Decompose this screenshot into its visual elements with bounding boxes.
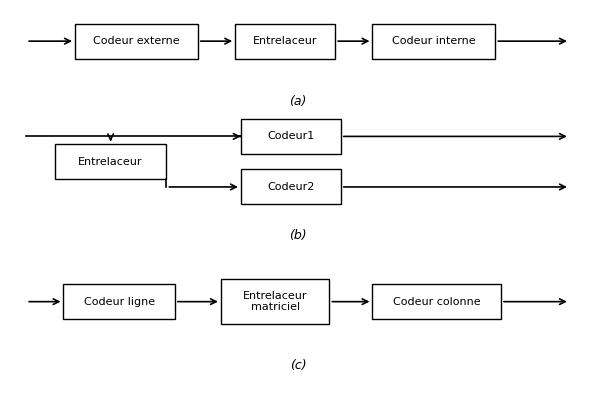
FancyBboxPatch shape (221, 279, 330, 324)
FancyBboxPatch shape (63, 284, 175, 319)
Text: (a): (a) (289, 95, 307, 108)
Text: Codeur ligne: Codeur ligne (83, 296, 155, 307)
Text: (b): (b) (289, 229, 307, 242)
FancyBboxPatch shape (372, 284, 501, 319)
Text: Entrelaceur: Entrelaceur (78, 157, 143, 167)
Text: Codeur1: Codeur1 (267, 131, 315, 141)
Text: Codeur colonne: Codeur colonne (393, 296, 480, 307)
FancyBboxPatch shape (235, 23, 335, 59)
FancyBboxPatch shape (372, 23, 495, 59)
FancyBboxPatch shape (55, 144, 166, 179)
FancyBboxPatch shape (75, 23, 198, 59)
Text: Entrelaceur
matriciel: Entrelaceur matriciel (243, 291, 308, 312)
Text: (c): (c) (290, 359, 306, 372)
Text: Entrelaceur: Entrelaceur (253, 36, 318, 46)
FancyBboxPatch shape (241, 119, 341, 154)
Text: Codeur interne: Codeur interne (392, 36, 476, 46)
FancyBboxPatch shape (241, 169, 341, 205)
Text: Codeur externe: Codeur externe (93, 36, 179, 46)
Text: Codeur2: Codeur2 (267, 182, 315, 192)
